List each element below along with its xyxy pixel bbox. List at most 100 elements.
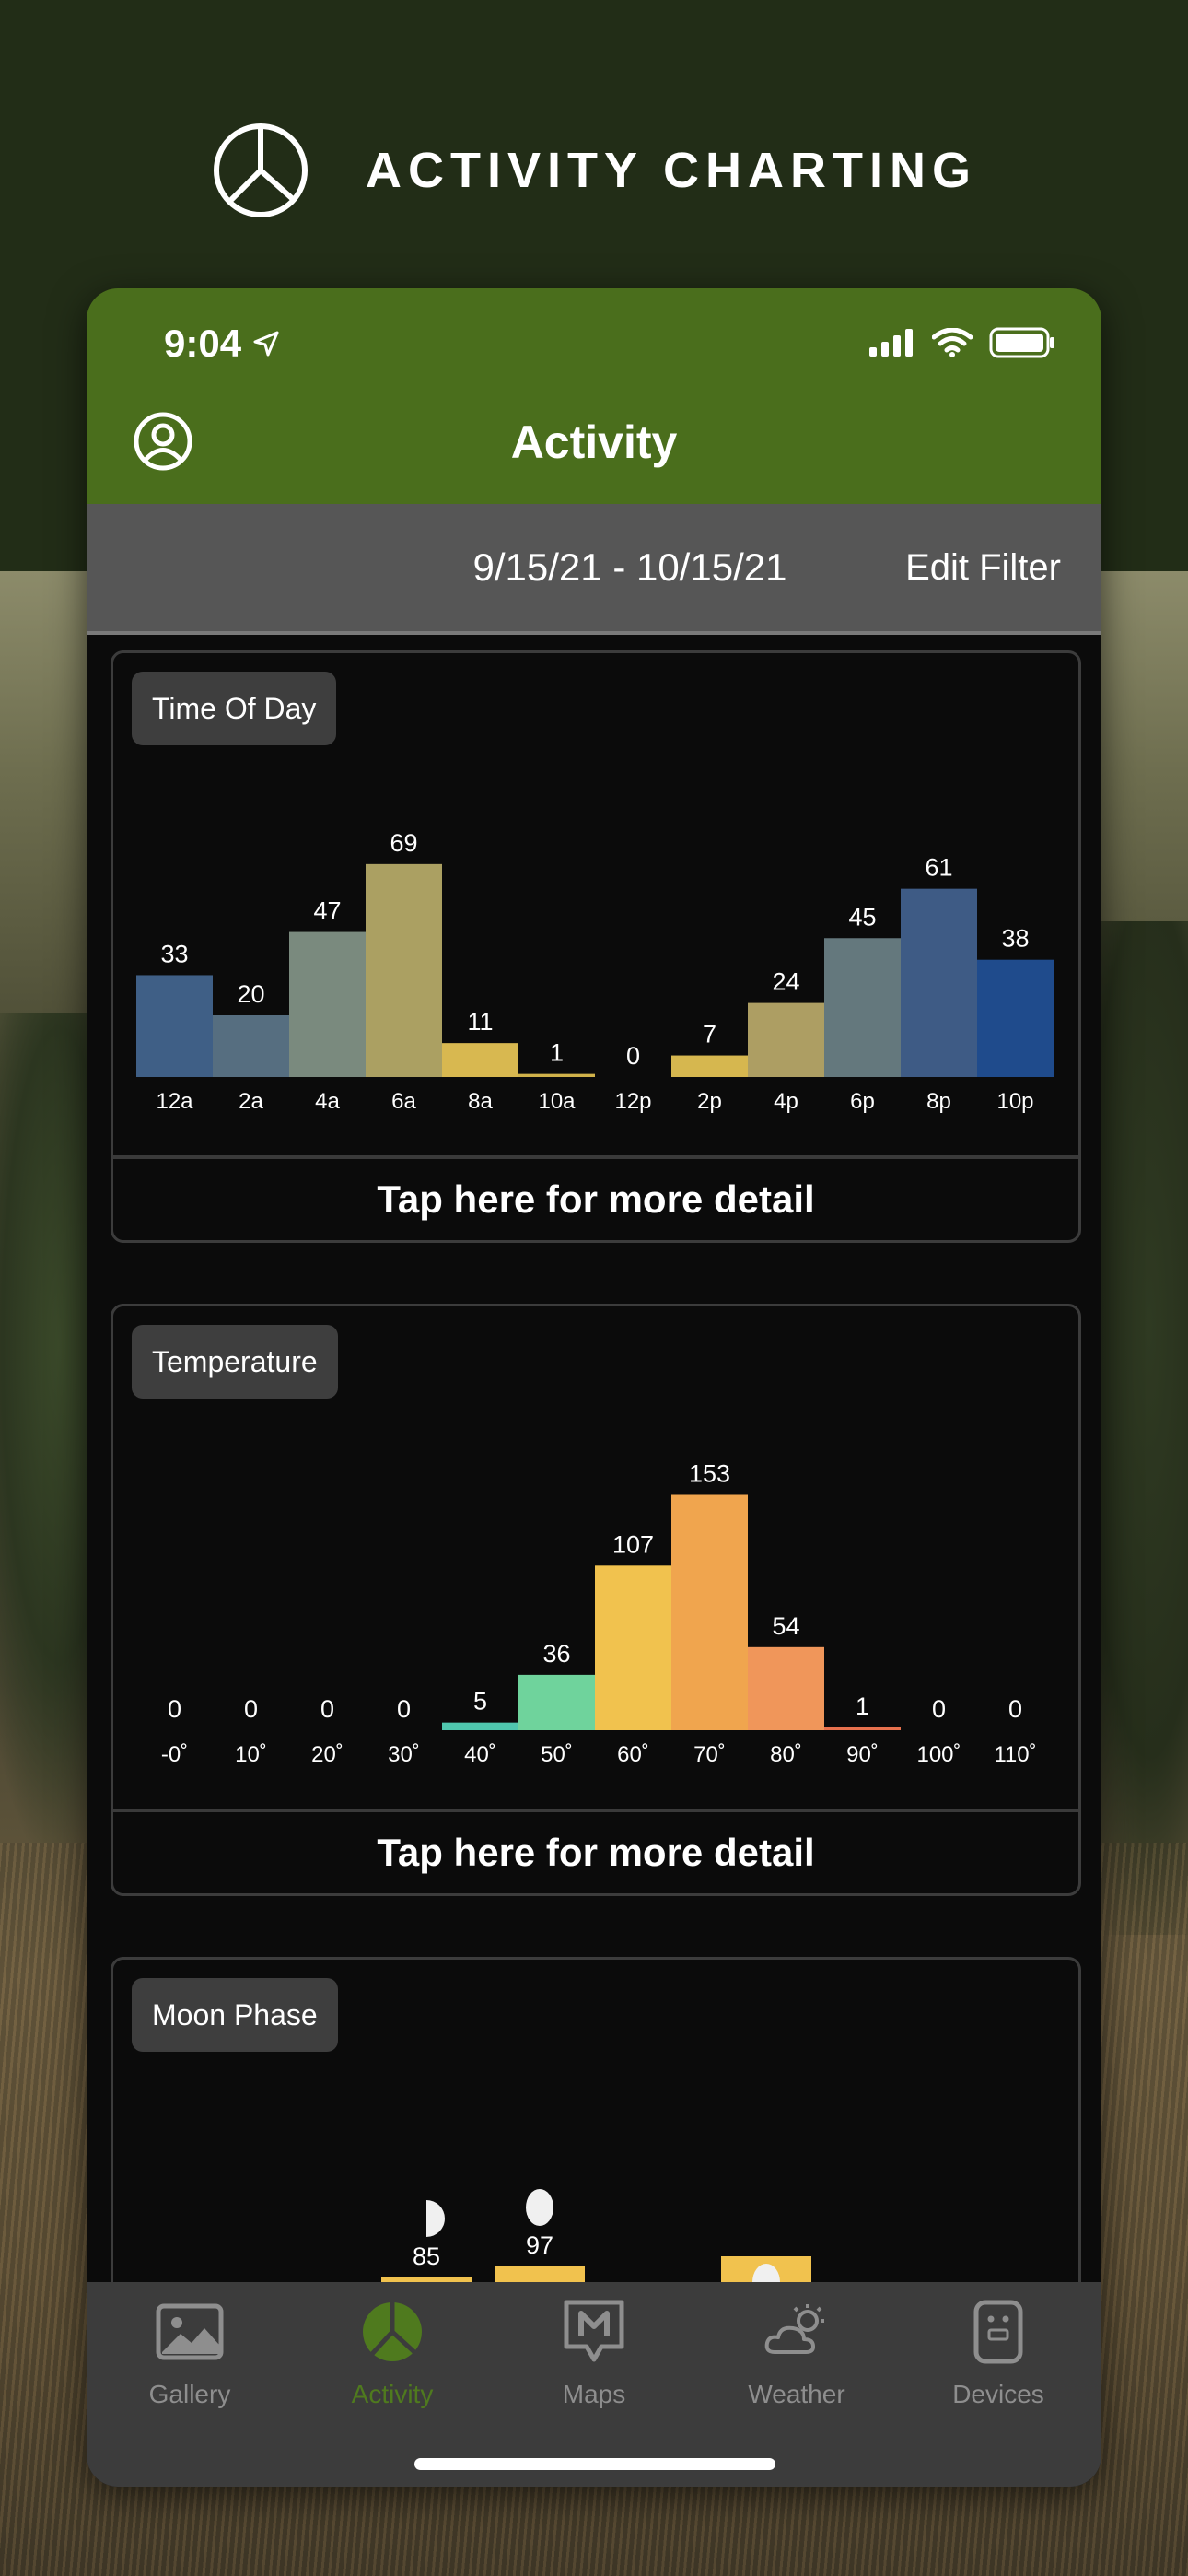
tick-label-1: 2a <box>239 1089 263 1114</box>
tab-weather-label: Weather <box>748 2380 845 2408</box>
tab-activity-label: Activity <box>351 2380 434 2408</box>
bar-9 <box>824 938 901 1077</box>
bar-value-3: 69 <box>390 829 417 857</box>
tick-label-3: 30˚ <box>388 1742 420 1767</box>
tab-gallery-label: Gallery <box>148 2380 231 2408</box>
phone-screen: 9:04 <box>87 288 1101 2487</box>
tick-label-4: 8a <box>468 1089 493 1114</box>
tick-label-3: 6a <box>391 1089 416 1114</box>
bar-9 <box>824 1727 901 1730</box>
moon-phase-label: Moon Phase <box>132 1978 338 2052</box>
tick-label-5: 10a <box>538 1089 576 1114</box>
tick-label-7: 70˚ <box>693 1742 726 1767</box>
tick-label-8: 80˚ <box>770 1742 802 1767</box>
tab-devices[interactable]: Devices <box>915 2297 1081 2435</box>
tick-label-10: 100˚ <box>916 1742 961 1767</box>
profile-icon[interactable] <box>133 411 193 472</box>
bar-7 <box>671 1055 748 1077</box>
time-of-day-detail-button[interactable]: Tap here for more detail <box>113 1155 1078 1240</box>
bar-0 <box>136 975 213 1077</box>
bar-value-2: 0 <box>320 1695 334 1723</box>
tick-label-1: 10˚ <box>235 1742 267 1767</box>
activity-icon <box>363 2302 422 2361</box>
bar-value-4: 5 <box>473 1688 487 1715</box>
bar-2 <box>289 931 366 1077</box>
bar-value-1: 0 <box>244 1695 258 1723</box>
tab-activity[interactable]: Activity <box>309 2297 475 2435</box>
bar-value-0: 0 <box>168 1695 181 1723</box>
tick-label-6: 60˚ <box>617 1742 649 1767</box>
temperature-label: Temperature <box>132 1325 338 1399</box>
tab-devices-label: Devices <box>952 2380 1044 2408</box>
tab-gallery[interactable]: Gallery <box>107 2297 273 2435</box>
bar-5 <box>518 1073 595 1077</box>
moon-phase-card: 8597108 Moon Phase <box>111 1957 1081 2331</box>
bar-value-8: 54 <box>772 1612 799 1640</box>
moon-first-quarter-icon <box>426 2200 445 2237</box>
tick-label-7: 2p <box>697 1089 722 1114</box>
date-range: 9/15/21 - 10/15/21 <box>472 545 787 589</box>
pie-chart-icon <box>213 123 308 217</box>
tab-maps-label: Maps <box>562 2380 626 2408</box>
bar-value-2: 47 <box>313 897 341 925</box>
bar-value-9: 1 <box>856 1692 869 1720</box>
home-indicator <box>414 2458 775 2470</box>
bar-1 <box>213 1015 289 1077</box>
tick-label-0: -0˚ <box>161 1742 188 1767</box>
time-of-day-label: Time Of Day <box>132 672 337 745</box>
bar-value-8: 24 <box>772 968 799 996</box>
bar-value-6: 0 <box>626 1042 640 1070</box>
temperature-chart: 0 -0˚ 0 10˚ 0 20˚ 0 30˚ 5 40˚ 36 50˚ 107 60˚ 153 70˚ 54 8… <box>161 1459 1037 1767</box>
tick-label-2: 4a <box>315 1089 340 1114</box>
tick-label-6: 12p <box>614 1089 651 1114</box>
tick-label-5: 50˚ <box>541 1742 573 1767</box>
bar-value-11: 0 <box>1008 1695 1022 1723</box>
signal-icon <box>869 329 913 357</box>
gallery-icon <box>156 2303 224 2360</box>
bar-4 <box>442 1722 518 1730</box>
moon-waxing-gibbous-icon <box>526 2189 553 2226</box>
location-arrow-icon <box>253 331 279 357</box>
moon-bar-value-0: 85 <box>413 2242 440 2270</box>
bar-7 <box>671 1494 748 1730</box>
bar-value-9: 45 <box>848 903 876 931</box>
tick-label-10: 8p <box>926 1089 951 1114</box>
status-time: 9:04 <box>164 322 280 366</box>
tab-bar: Gallery Activity Maps Weather <box>87 2282 1101 2487</box>
temperature-detail-button[interactable]: Tap here for more detail <box>113 1809 1078 1893</box>
bar-5 <box>518 1674 595 1730</box>
bar-value-7: 153 <box>689 1459 730 1487</box>
bar-8 <box>748 1646 824 1730</box>
bar-8 <box>748 1002 824 1077</box>
bar-3 <box>366 863 442 1077</box>
bar-value-0: 33 <box>160 940 188 967</box>
bar-value-10: 0 <box>932 1695 946 1723</box>
status-time-text: 9:04 <box>164 322 242 365</box>
tick-label-8: 4p <box>774 1089 798 1114</box>
bar-value-6: 107 <box>612 1530 654 1558</box>
tick-label-4: 40˚ <box>464 1742 496 1767</box>
brand-title: ACTIVITY CHARTING <box>365 143 977 198</box>
filter-bar: 9/15/21 - 10/15/21 Edit Filter <box>87 504 1101 635</box>
bar-value-5: 36 <box>542 1640 570 1668</box>
temperature-card: 0 -0˚ 0 10˚ 0 20˚ 0 30˚ 5 40˚ 36 50˚ 107 60˚ 153 70˚ 54 8… <box>111 1304 1081 1896</box>
status-indicators <box>869 327 1055 358</box>
tab-maps[interactable]: Maps <box>511 2297 677 2435</box>
tick-label-11: 10p <box>996 1089 1033 1114</box>
edit-filter-button[interactable]: Edit Filter <box>905 547 1061 588</box>
bar-10 <box>901 888 977 1077</box>
maps-icon <box>564 2300 624 2362</box>
tab-weather[interactable]: Weather <box>714 2297 879 2435</box>
moon-bar-value-1: 97 <box>526 2231 553 2259</box>
bar-value-1: 20 <box>237 980 264 1008</box>
bar-value-10: 61 <box>925 854 952 882</box>
tick-label-2: 20˚ <box>311 1742 344 1767</box>
time-of-day-card: 33 12a 20 2a 47 4a 69 6a 11 8a 1 10a 0 12p 7 2p 24 4p 45 6p… <box>111 650 1081 1243</box>
tick-label-11: 110˚ <box>994 1742 1036 1767</box>
bar-value-3: 0 <box>397 1695 411 1723</box>
tick-label-9: 90˚ <box>846 1742 879 1767</box>
battery-icon <box>989 327 1054 358</box>
page-title: Activity <box>510 416 678 468</box>
bar-11 <box>977 959 1054 1077</box>
bar-value-4: 11 <box>467 1008 493 1036</box>
